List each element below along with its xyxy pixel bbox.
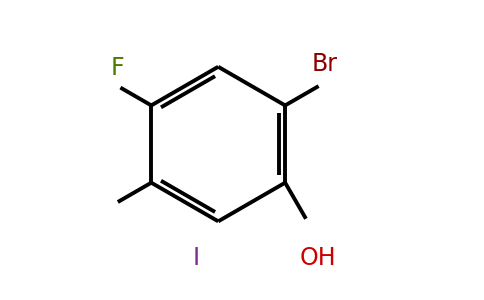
Text: OH: OH — [300, 246, 336, 270]
Text: F: F — [111, 56, 124, 80]
Text: I: I — [192, 246, 199, 270]
Text: Br: Br — [312, 52, 338, 76]
